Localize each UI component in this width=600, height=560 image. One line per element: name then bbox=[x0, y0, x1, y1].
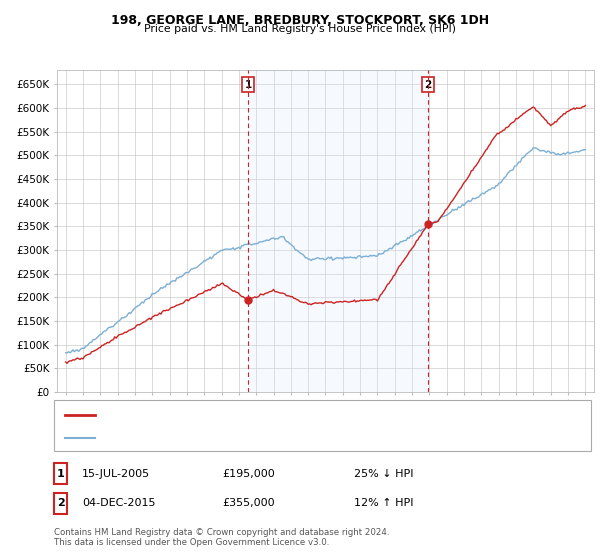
Text: 15-JUL-2005: 15-JUL-2005 bbox=[82, 469, 151, 479]
Text: 1: 1 bbox=[57, 469, 64, 479]
Text: 25% ↓ HPI: 25% ↓ HPI bbox=[354, 469, 413, 479]
Text: 04-DEC-2015: 04-DEC-2015 bbox=[82, 498, 156, 508]
Text: 198, GEORGE LANE, BREDBURY, STOCKPORT, SK6 1DH (detached house): 198, GEORGE LANE, BREDBURY, STOCKPORT, S… bbox=[102, 409, 467, 419]
Text: £355,000: £355,000 bbox=[222, 498, 275, 508]
Text: 12% ↑ HPI: 12% ↑ HPI bbox=[354, 498, 413, 508]
Text: Contains HM Land Registry data © Crown copyright and database right 2024.
This d: Contains HM Land Registry data © Crown c… bbox=[54, 528, 389, 547]
Bar bbox=[248, 70, 428, 392]
Text: HPI: Average price, detached house, Stockport: HPI: Average price, detached house, Stoc… bbox=[102, 433, 334, 443]
Text: 198, GEORGE LANE, BREDBURY, STOCKPORT, SK6 1DH: 198, GEORGE LANE, BREDBURY, STOCKPORT, S… bbox=[111, 14, 489, 27]
Text: £195,000: £195,000 bbox=[222, 469, 275, 479]
Text: 2: 2 bbox=[57, 498, 64, 508]
Text: Price paid vs. HM Land Registry's House Price Index (HPI): Price paid vs. HM Land Registry's House … bbox=[144, 24, 456, 34]
Text: 1: 1 bbox=[245, 80, 252, 90]
Text: 2: 2 bbox=[424, 80, 431, 90]
